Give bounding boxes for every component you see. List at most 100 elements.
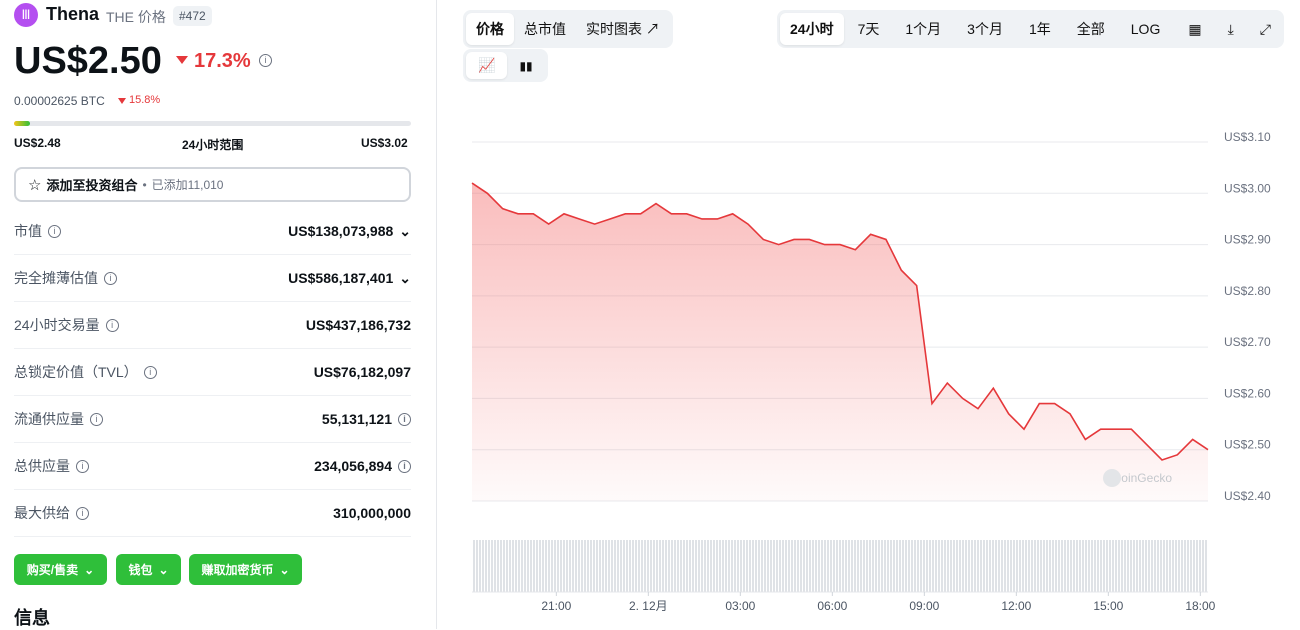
info-icon[interactable]: i <box>76 459 89 473</box>
chevron: ⌄ <box>279 562 290 577</box>
wallet-button[interactable]: 钱包 ⌄ <box>116 554 181 585</box>
info-icon[interactable]: i <box>48 224 61 238</box>
x-tick-label: 15:00 <box>1093 599 1123 613</box>
info-icon[interactable]: i <box>90 412 103 426</box>
stat-label: 完全摊薄估值 <box>14 270 98 286</box>
stat-value: US$586,187,401 <box>288 270 394 286</box>
section-title: 信息 <box>14 608 50 628</box>
chevron[interactable]: ⌄ <box>399 222 411 239</box>
coin-name: Thena <box>46 4 100 24</box>
portfolio-added: 已添加11,010 <box>151 178 224 192</box>
fullscreen-icon[interactable]: ⤢ <box>1259 20 1271 37</box>
x-tick-label: 18:00 <box>1185 599 1215 613</box>
chart-style-tabs: 📈 ▮▮ <box>463 49 548 82</box>
down-arrow <box>176 56 188 64</box>
stat-label: 流通供应量 <box>14 411 84 427</box>
earn-button[interactable]: 赚取加密货币 ⌄ <box>189 554 302 585</box>
tab-label: 实时图表 <box>586 21 642 37</box>
bullet: • <box>142 177 147 192</box>
button-label: 购买/售卖 <box>26 563 79 577</box>
time-tab[interactable]: 1个月 <box>905 21 942 37</box>
info-icon[interactable]: i <box>105 318 119 332</box>
time-tab[interactable]: 7天 <box>857 21 880 37</box>
rank-badge: #472 <box>173 6 212 26</box>
button-label: 赚取加密货币 <box>201 563 274 577</box>
stat-value: US$437,186,732 <box>305 317 411 333</box>
area-fill <box>472 183 1208 502</box>
stat-label: 总供应量 <box>14 458 70 474</box>
btc-change: 15.8% <box>129 94 161 106</box>
chevron: ⌄ <box>158 562 169 577</box>
stat-row: 市值 i US$138,073,988 ⌄ <box>14 208 411 255</box>
time-tab[interactable]: 1年 <box>1028 21 1051 37</box>
divider <box>436 0 437 629</box>
volume-band <box>472 540 1208 592</box>
y-tick-label: US$2.80 <box>1224 284 1271 298</box>
tab[interactable]: 价格 <box>466 13 514 45</box>
y-tick-label: US$3.00 <box>1224 181 1271 195</box>
chart-tabs: 价格 总市值 实时图表 ↗ <box>463 10 673 48</box>
info-icon[interactable]: i <box>398 412 411 426</box>
x-tick-label: 03:00 <box>725 599 755 613</box>
tab[interactable]: 总市值 <box>524 21 566 37</box>
symbol-label: 价格 <box>137 9 166 25</box>
calendar-icon[interactable]: ▦ <box>1188 20 1202 37</box>
time-tab[interactable]: LOG <box>1130 21 1161 37</box>
stat-row: 总供应量 i 234,056,894 i <box>14 443 411 490</box>
stat-label: 最大供给 <box>14 505 70 521</box>
stat-value: 55,131,121 <box>321 411 392 427</box>
coin-logo: Ⅲ <box>14 3 38 27</box>
buy-button[interactable]: 购买/售卖 ⌄ <box>14 554 107 585</box>
portfolio-button[interactable]: ☆ 添加至投资组合 • 已添加11,010 <box>14 167 411 202</box>
tab[interactable]: 实时图表 ↗ <box>586 21 660 37</box>
y-tick-label: US$2.40 <box>1224 489 1271 503</box>
info-icon[interactable]: i <box>398 459 411 473</box>
info-icon[interactable]: i <box>104 271 117 285</box>
x-tick-label: 2. 12月 <box>629 599 668 613</box>
coin-symbol: THE 价格 <box>106 7 166 27</box>
chevron[interactable]: ⌄ <box>399 269 411 286</box>
y-tick-label: US$2.90 <box>1224 233 1271 247</box>
x-tick-label: 21:00 <box>541 599 571 613</box>
portfolio-label: 添加至投资组合 <box>46 178 138 193</box>
btc-price: 0.00002625 BTC <box>14 94 105 108</box>
x-tick-label: 06:00 <box>817 599 847 613</box>
symbol: THE <box>106 9 134 25</box>
y-tick-label: US$2.60 <box>1224 386 1271 400</box>
stat-value: US$76,182,097 <box>313 364 411 380</box>
stat-row: 24小时交易量 i US$437,186,732 <box>14 302 411 349</box>
download-icon[interactable]: ⤓ <box>1227 20 1234 37</box>
stat-row: 流通供应量 i 55,131,121 i <box>14 396 411 443</box>
x-tick-label: 09:00 <box>909 599 939 613</box>
watermark-logo <box>1103 469 1121 487</box>
line-toggle[interactable]: 📈 <box>466 52 508 79</box>
price-change: 17.3% <box>194 50 251 72</box>
stat-label: 总锁定价值（TVL） <box>14 364 138 380</box>
time-tab[interactable]: 3个月 <box>967 21 1003 37</box>
watermark: CoinGecko <box>1113 471 1173 485</box>
price: US$2.50 <box>14 40 162 82</box>
stat-label: 市值 <box>14 223 42 239</box>
candle-toggle[interactable]: ▮▮ <box>519 58 533 73</box>
range-fill <box>14 121 30 126</box>
stat-value: US$138,073,988 <box>288 223 394 239</box>
chevron: ⌄ <box>84 562 95 577</box>
stat-row: 完全摊薄估值 i US$586,187,401 ⌄ <box>14 255 411 302</box>
info-icon[interactable]: i <box>259 54 272 67</box>
info-icon[interactable]: i <box>143 365 157 379</box>
x-tick-label: 12:00 <box>1001 599 1031 613</box>
time-tab[interactable]: 24小时 <box>780 13 844 45</box>
range-high: US$3.02 <box>361 136 408 150</box>
y-tick-label: US$2.50 <box>1224 438 1271 452</box>
y-tick-label: US$3.10 <box>1224 130 1271 144</box>
stat-row: 最大供给 i 310,000,000 <box>14 490 411 537</box>
price-chart: CoinGecko US$2.40 US$2.50 US$2.60 US$2.70 US… <box>471 130 1271 613</box>
y-tick-label: US$2.70 <box>1224 335 1271 349</box>
stat-value: 234,056,894 <box>314 458 392 474</box>
stat-label: 24小时交易量 <box>14 317 100 333</box>
range-low: US$2.48 <box>14 136 61 150</box>
time-tab[interactable]: 全部 <box>1076 21 1105 37</box>
info-icon[interactable]: i <box>76 506 89 520</box>
range-label: 24小时范围 <box>182 138 244 152</box>
stat-value: 310,000,000 <box>333 505 411 521</box>
